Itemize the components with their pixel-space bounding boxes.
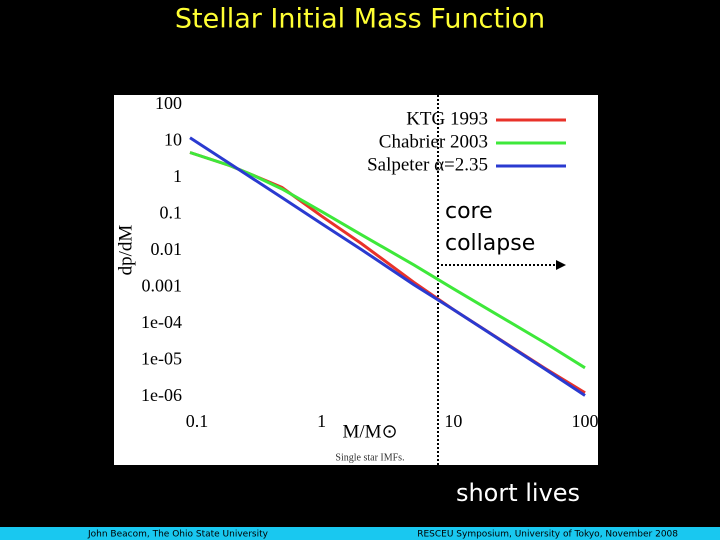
annotation: short lives	[456, 479, 580, 507]
chart-panel	[114, 95, 598, 465]
x-tick-label: 100	[572, 411, 599, 431]
footer-right: RESCEU Symposium, University of Tokyo, N…	[417, 530, 678, 540]
y-axis-label: dp/dM	[115, 225, 136, 276]
legend-label: Salpeter α=2.35	[367, 154, 488, 175]
y-tick-label: 1e-06	[141, 385, 182, 405]
y-tick-label: 100	[155, 93, 182, 113]
y-tick-label: 0.001	[142, 276, 183, 296]
annotation-box: core collapse	[445, 199, 536, 256]
footer-bar	[0, 527, 720, 540]
x-axis-label: M/M⊙	[343, 421, 398, 442]
legend-label: KTG 1993	[406, 108, 488, 129]
y-tick-label: 1	[173, 166, 182, 186]
y-tick-label: 1e-04	[141, 312, 182, 332]
footer-left: John Beacom, The Ohio State University	[87, 530, 269, 540]
y-tick-label: 1e-05	[141, 349, 182, 369]
y-tick-label: 10	[164, 130, 182, 150]
y-tick-label: 0.01	[151, 239, 183, 259]
arrow-head	[556, 260, 566, 270]
series-line	[189, 136, 586, 397]
caption: Single star IMFs.	[335, 452, 404, 463]
legend-label: Chabrier 2003	[379, 131, 488, 152]
x-tick-label: 1	[317, 411, 326, 431]
annotation: core collapse	[445, 199, 536, 256]
slide-title: Stellar Initial Mass Function	[175, 4, 545, 35]
x-tick-label: 10	[444, 411, 462, 431]
x-tick-label: 0.1	[186, 411, 209, 431]
y-tick-label: 0.1	[160, 203, 183, 223]
